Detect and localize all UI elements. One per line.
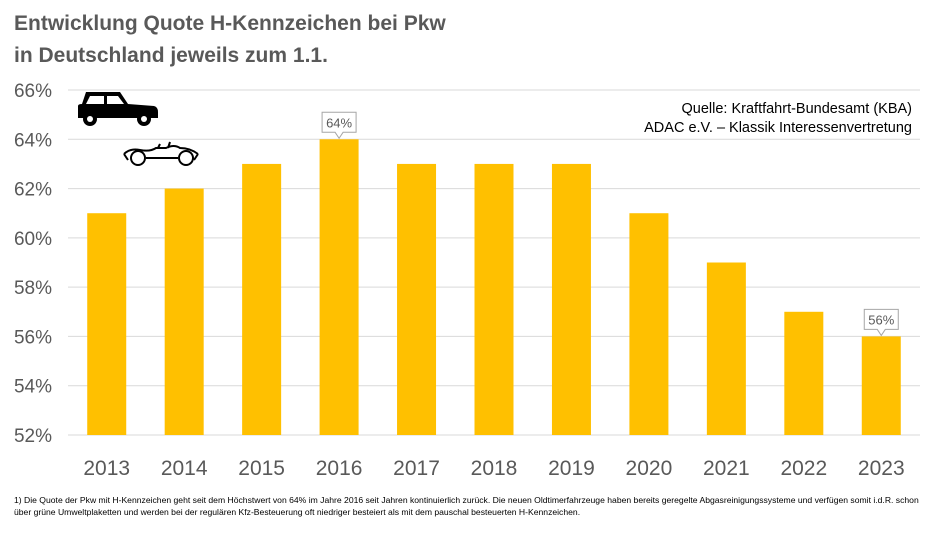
- grid-lines: [68, 89, 920, 436]
- y-tick-label: 52%: [14, 426, 52, 447]
- bar-2015: [242, 163, 282, 435]
- y-axis-tick-labels: 52% 54% 56% 58% 60% 62% 64% 66%: [14, 81, 52, 447]
- bar-2017: [397, 163, 437, 435]
- x-tick-label: 2016: [316, 457, 363, 480]
- y-tick-label: 64%: [14, 130, 52, 151]
- x-tick-label: 2020: [626, 457, 673, 480]
- x-axis-tick-labels: 2013 2014 2015 2016 2017 2018 2019 2020 2021 2022…: [83, 457, 904, 480]
- value-callouts: 64% 56%: [321, 111, 899, 337]
- bar-2022: [784, 311, 824, 435]
- callout-box: [863, 308, 899, 337]
- x-tick-label: 2014: [161, 457, 208, 480]
- x-tick-label: 2017: [393, 457, 440, 480]
- footnote: 1) Die Quote der Pkw mit H-Kennzeichen g…: [14, 495, 919, 517]
- x-tick-label: 2019: [548, 457, 595, 480]
- x-tick-label: 2022: [780, 457, 827, 480]
- y-tick-label: 60%: [14, 229, 52, 250]
- bar-2013: [87, 213, 127, 435]
- y-tick-label: 56%: [14, 327, 52, 348]
- bars: [87, 139, 901, 436]
- bar-2019: [551, 163, 591, 435]
- chart-title-line1: Entwicklung Quote H-Kennzeichen bei Pkw: [14, 12, 446, 35]
- x-tick-label: 2023: [858, 457, 905, 480]
- y-tick-label: 58%: [14, 278, 52, 299]
- chart-title: Entwicklung Quote H-Kennzeichen bei Pkw …: [14, 8, 446, 72]
- bar-2021: [706, 262, 746, 435]
- callout-box: [321, 111, 357, 140]
- callout-label: 64%: [326, 115, 352, 130]
- source-line1: Quelle: Kraftfahrt-Bundesamt (KBA): [682, 101, 913, 117]
- y-tick-label: 54%: [14, 377, 52, 398]
- callout-2023: 56%: [863, 308, 899, 337]
- callout-label: 56%: [868, 312, 894, 327]
- chart-title-line2: in Deutschland jeweils zum 1.1.: [14, 44, 328, 67]
- x-tick-label: 2018: [471, 457, 518, 480]
- bar-2014: [164, 188, 204, 435]
- callout-2016: 64%: [321, 111, 357, 140]
- x-tick-label: 2021: [703, 457, 750, 480]
- bar-2020: [629, 213, 669, 435]
- x-tick-label: 2015: [238, 457, 285, 480]
- x-tick-label: 2013: [83, 457, 130, 480]
- bar-2018: [474, 163, 514, 435]
- source-line2: ADAC e.V. – Klassik Interessenvertretung: [644, 120, 912, 136]
- bar-2016: [319, 139, 359, 436]
- bar-2023: [861, 336, 901, 435]
- vintage-car-icon: [123, 141, 199, 166]
- car-icon: [78, 92, 158, 126]
- y-tick-label: 62%: [14, 180, 52, 201]
- y-tick-label: 66%: [14, 81, 52, 102]
